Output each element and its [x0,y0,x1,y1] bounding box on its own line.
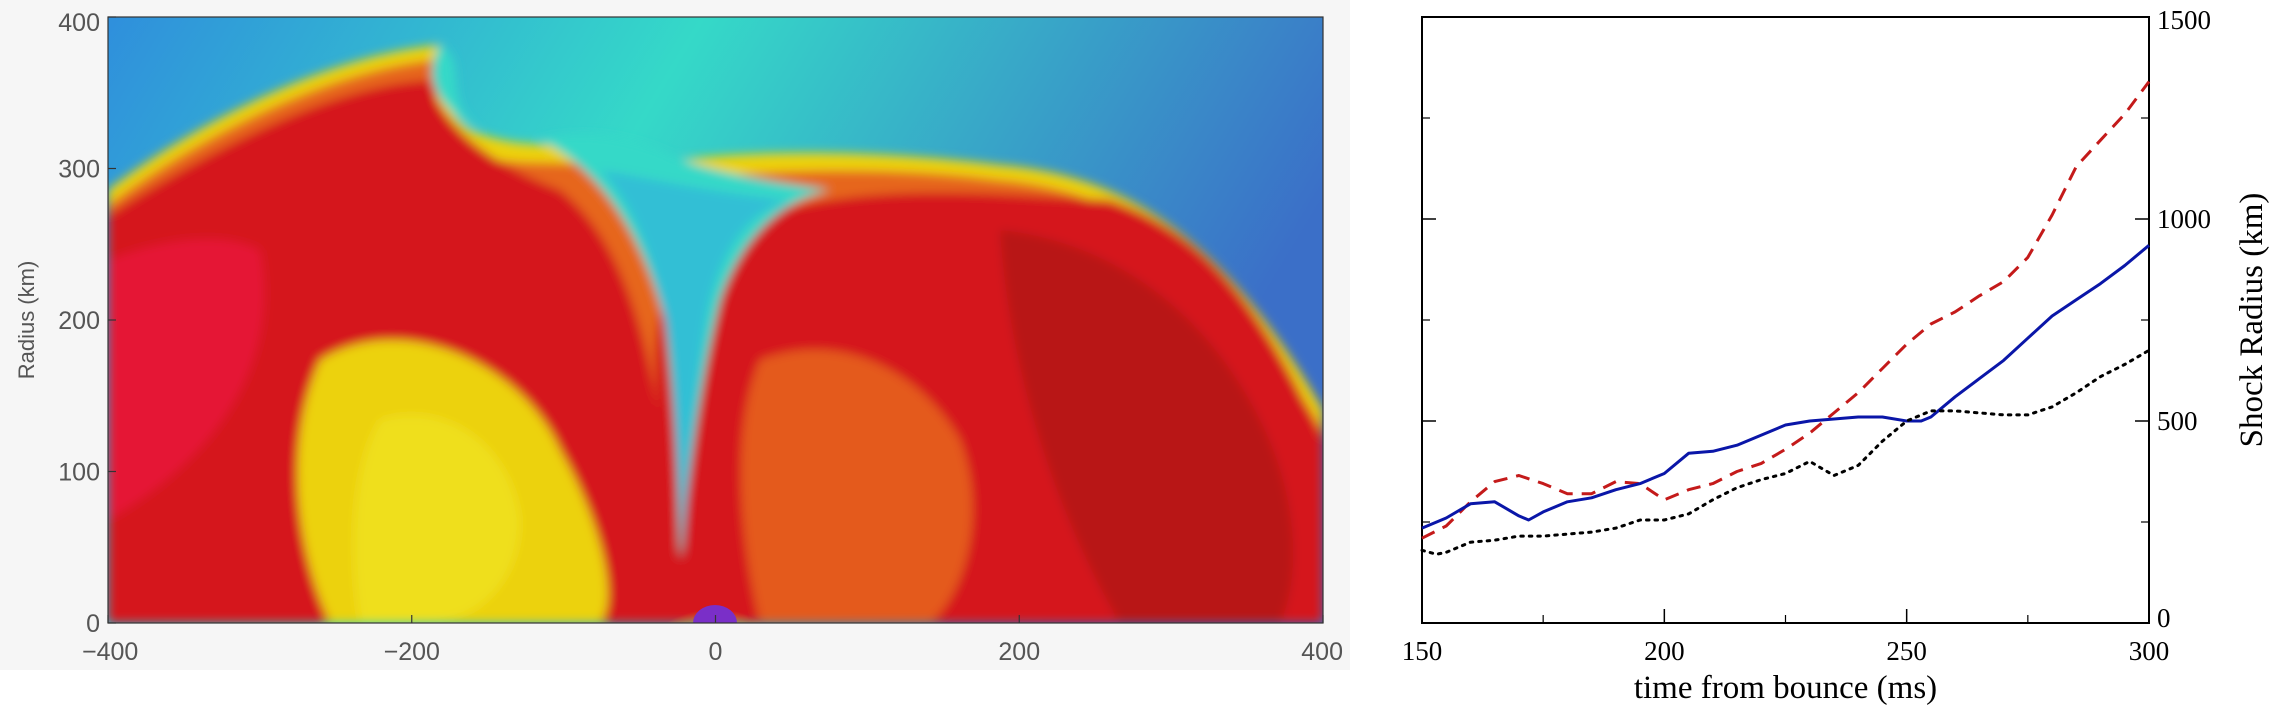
sim-x-tick-label: 400 [1301,638,1343,666]
plot-y-axis-label: Shock Radius (km) [2234,193,2270,448]
sim-y-tick-label: 400 [58,9,100,37]
series-line-dotted [1420,348,2151,556]
plot-y-tick-label: 0 [2157,603,2171,633]
sim-x-tick-label: 0 [709,638,723,666]
sim-y-tick-label: 300 [58,156,100,184]
simulation-image [108,17,1323,623]
plot-x-tick-label: 150 [1402,636,1443,666]
plot-series [1420,80,2151,556]
series-line-dashed [1421,80,2151,540]
plot-frame [1421,16,2150,624]
sim-y-axis-label: Radius (km) [14,261,39,380]
plot-x-tick-label: 300 [2129,636,2170,666]
hot-left-lobe [108,239,265,520]
plot-y-tick-label: 500 [2157,406,2198,436]
deep-red-right [1000,230,1294,623]
sim-y-tick-label: 100 [58,459,100,487]
series-line-solid [1421,244,2150,530]
core-center [693,605,737,623]
sim-x-tick-label: −400 [82,638,138,666]
plot-y-tick-label: 1500 [2157,5,2211,35]
plot-x-tick-label: 200 [1644,636,1685,666]
plot-x-axis-label: time from bounce (ms) [1634,670,1937,706]
sim-y-tick-label: 200 [58,307,100,335]
sim-x-tick-label: −200 [384,638,440,666]
orange-plume-right [741,349,973,623]
cold-finger [432,45,480,130]
proto-neutron-star [640,553,790,623]
simulation-axes: −400 −200 0 200 400 0 100 200 300 400 Radius (km) [14,9,1343,666]
plot-y-tick-label: 1000 [2157,204,2211,234]
plot-x-tick-label: 250 [1886,636,1927,666]
simulation-panel: −400 −200 0 200 400 0 100 200 300 400 Radius (km) [14,9,1343,666]
cold-downflow-core [600,170,790,560]
yellow-plume-core [354,414,520,623]
sim-y-tick-label: 0 [86,610,100,638]
sim-x-tick-label: 200 [998,638,1040,666]
